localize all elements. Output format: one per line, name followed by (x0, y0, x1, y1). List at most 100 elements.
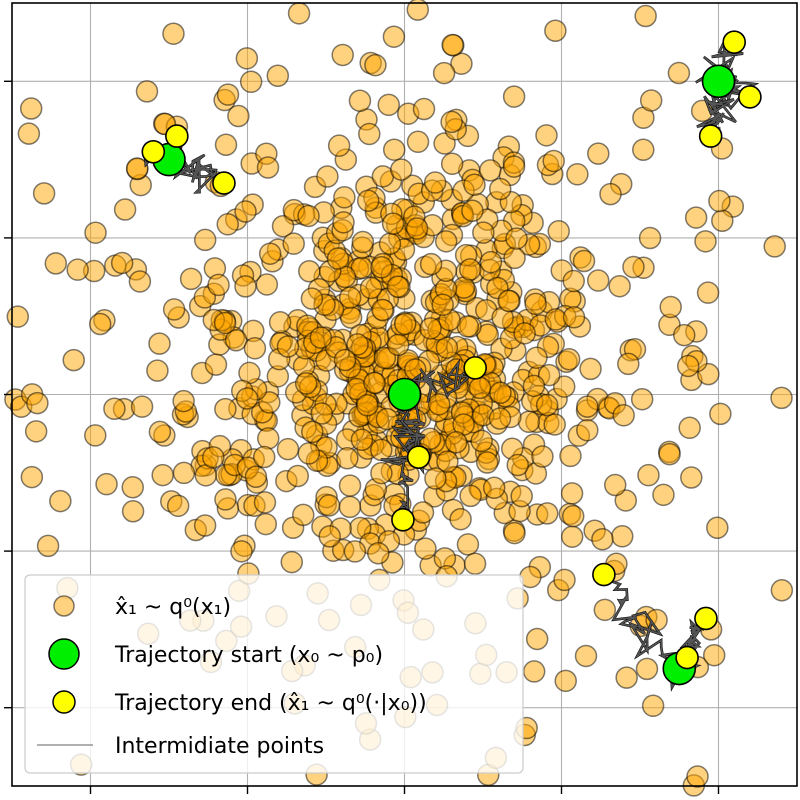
trajectory-ends (141, 30, 762, 670)
sample-point (553, 568, 576, 592)
sample-point (214, 397, 237, 421)
sample-point (300, 287, 324, 310)
sample-point (706, 516, 729, 540)
legend-marker-samples (53, 595, 75, 617)
sample-point (412, 97, 436, 121)
sample-point (309, 326, 333, 349)
sample-point (216, 213, 239, 236)
sample-point (333, 348, 357, 372)
sample-point (542, 149, 565, 173)
trajectory-end-point (722, 30, 747, 54)
trajectory-end-point (141, 139, 166, 164)
legend-label-end: Trajectory end (x̂₁ ~ q⁰(·|x₀)) (114, 691, 427, 716)
sample-point (632, 138, 655, 162)
sample-point (204, 353, 228, 376)
sample-point (479, 250, 503, 274)
sample-point (151, 463, 174, 487)
sample-point (450, 52, 473, 75)
sample-point (684, 206, 708, 229)
trajectory-end-point (406, 445, 431, 469)
trajectory-end-point (165, 124, 189, 148)
sample-point (482, 476, 506, 499)
sample-point (537, 363, 561, 387)
sample-point (121, 476, 144, 499)
sample-point (634, 4, 657, 28)
sample-point (256, 156, 280, 179)
sample-point (235, 387, 259, 410)
sample-point (434, 230, 458, 253)
sample-point (350, 428, 374, 452)
sample-point (258, 242, 282, 265)
sample-point (488, 177, 512, 201)
sample-point (525, 627, 549, 651)
sample-point (441, 33, 464, 57)
sample-point (338, 474, 362, 497)
sample-point (125, 157, 149, 180)
sample-point (576, 418, 599, 442)
sample-point (382, 25, 406, 48)
sample-point (375, 407, 399, 431)
sample-point (358, 122, 381, 146)
sample-point (6, 305, 30, 328)
sample-point (535, 124, 558, 147)
sample-point (193, 228, 217, 252)
sample-point (327, 134, 351, 157)
sample-point (622, 255, 645, 279)
sample-point (179, 267, 203, 291)
sample-point (497, 289, 520, 313)
sample-point (423, 171, 447, 194)
sample-point (84, 221, 107, 244)
sample-point (510, 484, 533, 508)
trajectory-end-point (738, 85, 762, 109)
sample-point (711, 209, 734, 233)
sample-point (310, 402, 333, 425)
sample-point (456, 533, 480, 556)
sample-point (708, 189, 731, 213)
trajectory-end-point (592, 562, 616, 587)
sample-point (227, 104, 250, 128)
sample-point (66, 258, 89, 281)
sample-point (630, 387, 654, 411)
sample-point (614, 489, 638, 512)
sample-point (696, 281, 720, 304)
sample-point (135, 80, 159, 103)
sample-point (503, 521, 526, 545)
sample-point (363, 371, 386, 395)
sample-point (547, 219, 570, 243)
sample-point (95, 472, 118, 496)
sample-point (32, 182, 56, 205)
sample-point (472, 221, 495, 244)
sample-point (557, 348, 581, 371)
sample-point (276, 437, 300, 461)
sample-point (535, 393, 559, 417)
sample-point (230, 540, 253, 563)
sample-point (346, 333, 369, 356)
sample-point (543, 413, 566, 436)
sample-point (659, 295, 682, 319)
sample-point (435, 336, 459, 359)
sample-point (562, 269, 585, 293)
sample-point (130, 395, 154, 418)
sample-point (517, 410, 541, 434)
sample-point (505, 227, 528, 250)
sample-point (36, 534, 60, 558)
sample-point (403, 358, 427, 381)
sample-point (672, 323, 696, 347)
sample-point (162, 22, 185, 45)
sample-point (702, 643, 726, 667)
sample-point (88, 312, 112, 336)
sample-point (552, 375, 576, 398)
sample-point (393, 312, 417, 336)
sample-point (544, 19, 567, 42)
sample-point (524, 292, 547, 316)
sample-point (502, 155, 526, 178)
sample-point (658, 442, 681, 466)
sample-point (513, 322, 536, 345)
sample-point (488, 407, 512, 430)
sample-point (254, 512, 278, 536)
sample-point (338, 286, 362, 309)
sample-point (84, 424, 107, 447)
sample-point (333, 186, 356, 209)
sample-point (449, 507, 472, 531)
